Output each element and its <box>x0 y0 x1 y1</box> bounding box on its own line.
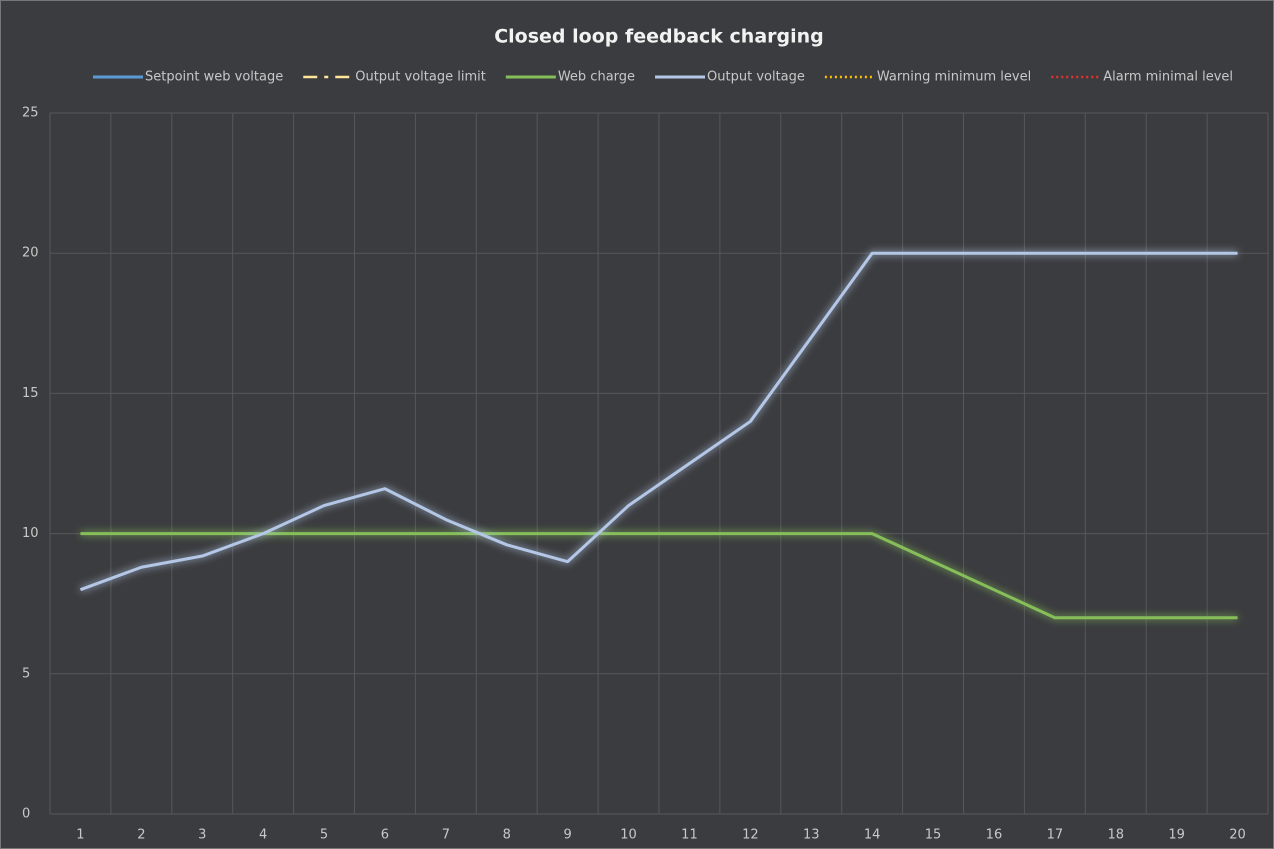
legend-label: Output voltage <box>707 70 805 85</box>
y-tick-label: 5 <box>22 666 30 681</box>
x-tick-label: 11 <box>681 828 698 843</box>
series-line <box>79 251 1238 592</box>
x-tick-label: 4 <box>259 828 267 843</box>
y-tick-label: 10 <box>22 526 39 541</box>
x-tick-label: 5 <box>320 828 328 843</box>
legend-label: Alarm minimal level <box>1103 70 1233 85</box>
x-tick-label: 17 <box>1047 828 1064 843</box>
x-tick-label: 12 <box>742 828 759 843</box>
x-tick-label: 3 <box>198 828 206 843</box>
x-tick-label: 18 <box>1107 828 1124 843</box>
legend-label: Setpoint web voltage <box>145 70 283 85</box>
x-tick-label: 9 <box>564 828 572 843</box>
x-tick-label: 7 <box>442 828 450 843</box>
x-tick-label: 16 <box>986 828 1003 843</box>
chart-title: Closed loop feedback charging <box>494 26 824 48</box>
x-tick-label: 8 <box>503 828 511 843</box>
y-tick-label: 15 <box>22 386 39 401</box>
x-tick-label: 13 <box>803 828 820 843</box>
y-tick-label: 25 <box>22 106 39 121</box>
x-tick-label: 6 <box>381 828 389 843</box>
x-tick-label: 20 <box>1229 828 1246 843</box>
x-tick-label: 10 <box>620 828 637 843</box>
y-tick-label: 20 <box>22 246 39 261</box>
x-tick-label: 14 <box>864 828 881 843</box>
y-tick-label: 0 <box>22 807 30 822</box>
legend-label: Output voltage limit <box>355 70 486 85</box>
series-line <box>80 532 1238 620</box>
x-tick-label: 15 <box>925 828 942 843</box>
legend-label: Warning minimum level <box>877 70 1031 85</box>
x-tick-label: 19 <box>1168 828 1185 843</box>
x-tick-label: 2 <box>137 828 145 843</box>
legend-label: Web charge <box>558 70 635 85</box>
x-tick-label: 1 <box>76 828 84 843</box>
